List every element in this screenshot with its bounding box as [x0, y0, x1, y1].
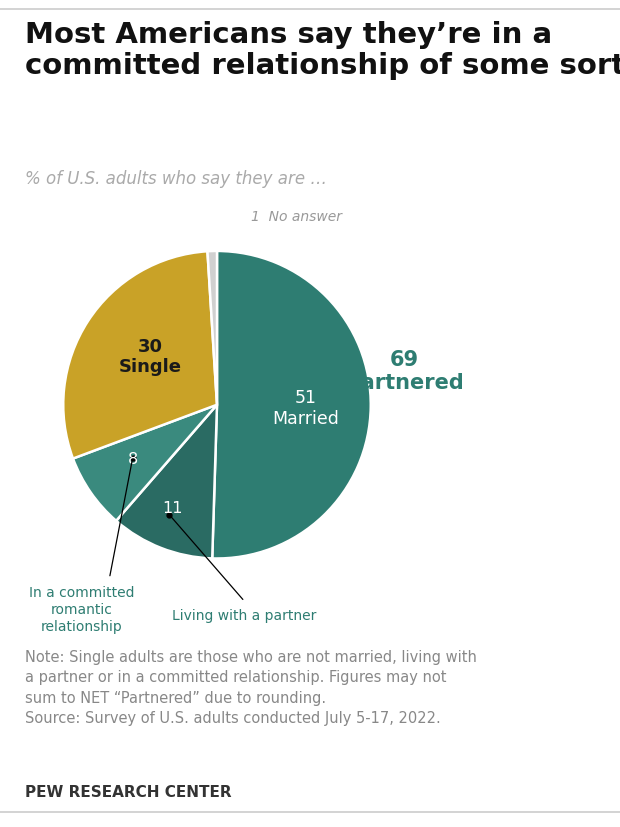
Text: 51
Married: 51 Married	[273, 389, 340, 428]
Text: PEW RESEARCH CENTER: PEW RESEARCH CENTER	[25, 784, 231, 799]
Wedge shape	[208, 251, 217, 405]
Text: In a committed
romantic
relationship: In a committed romantic relationship	[29, 585, 135, 633]
Text: 1  No answer: 1 No answer	[252, 210, 342, 224]
Text: % of U.S. adults who say they are …: % of U.S. adults who say they are …	[25, 170, 327, 188]
Text: 8: 8	[128, 452, 138, 466]
Wedge shape	[116, 405, 217, 559]
Text: Most Americans say they’re in a
committed relationship of some sort: Most Americans say they’re in a committe…	[25, 21, 620, 80]
Text: 69
Partnered: 69 Partnered	[346, 350, 464, 393]
Wedge shape	[73, 405, 217, 521]
Text: 30
Single: 30 Single	[118, 337, 181, 375]
Text: 11: 11	[162, 500, 183, 515]
Wedge shape	[212, 251, 371, 559]
Text: Note: Single adults are those who are not married, living with
a partner or in a: Note: Single adults are those who are no…	[25, 649, 477, 725]
Text: Living with a partner: Living with a partner	[172, 608, 317, 622]
Wedge shape	[63, 252, 217, 459]
